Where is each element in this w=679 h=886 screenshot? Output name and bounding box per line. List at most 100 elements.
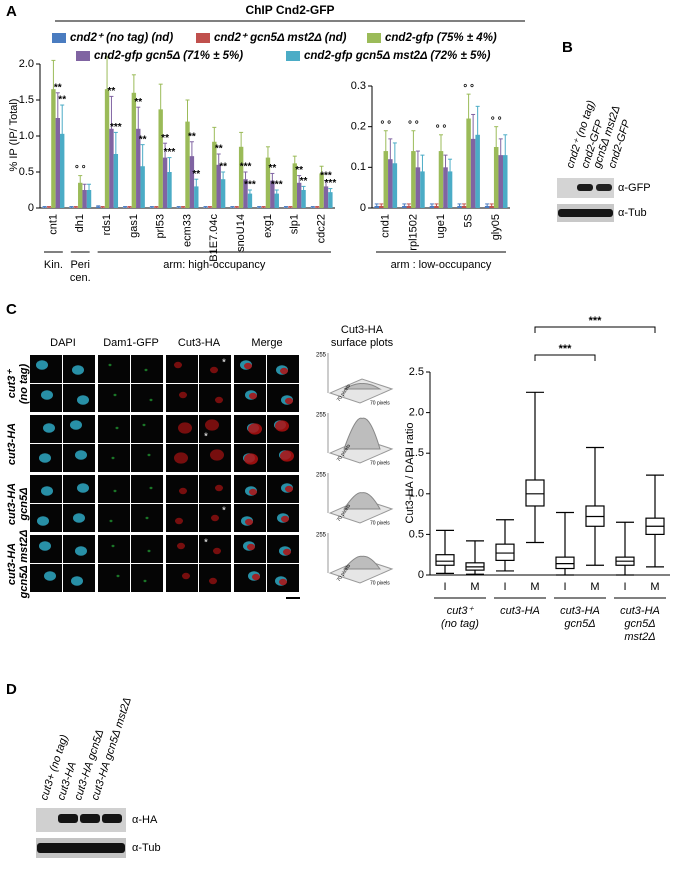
bar bbox=[466, 118, 471, 208]
cell-signal bbox=[111, 456, 115, 460]
cell-signal bbox=[43, 423, 55, 433]
y-tick-label: 1.0 bbox=[409, 488, 424, 500]
surface-max: 255 bbox=[316, 353, 327, 359]
significance: ° ° bbox=[463, 83, 474, 94]
micrograph bbox=[131, 415, 163, 443]
group-label: cut3-HA bbox=[560, 605, 600, 617]
group-label: Kin. bbox=[44, 259, 63, 271]
x-tick-label: M bbox=[470, 581, 479, 593]
bar bbox=[323, 186, 329, 208]
strain-label: cut3⁺ bbox=[6, 369, 18, 399]
y-tick-label: 2.0 bbox=[19, 58, 34, 70]
micrograph bbox=[30, 355, 62, 383]
cell-signal bbox=[247, 543, 255, 551]
y-tick-label: 0.5 bbox=[19, 166, 34, 178]
box bbox=[555, 556, 575, 570]
cell-signal bbox=[147, 549, 151, 553]
group-label: Peri bbox=[70, 259, 90, 271]
micrograph bbox=[131, 444, 163, 472]
band bbox=[58, 814, 78, 823]
cell-signal bbox=[244, 362, 252, 370]
bar bbox=[194, 186, 199, 208]
strain-label: gcn5Δ mst2Δ bbox=[18, 530, 30, 600]
x-tick-label: slp1 bbox=[289, 214, 301, 234]
bar bbox=[82, 190, 87, 208]
cell-signal bbox=[108, 363, 112, 367]
x-tick-label: B1E7.04c bbox=[208, 214, 220, 262]
significance: *** bbox=[244, 180, 256, 191]
bar bbox=[185, 121, 190, 208]
legend-label: cnd2-gfp gcn5Δ (71% ± 5%) bbox=[94, 50, 243, 62]
surface-axis-label: 70 pixels bbox=[370, 400, 390, 406]
box bbox=[435, 554, 455, 566]
cell-signal bbox=[248, 423, 262, 435]
x-tick-label: exg1 bbox=[262, 214, 274, 238]
significance: *** bbox=[320, 170, 332, 181]
cell-signal bbox=[177, 542, 185, 550]
bar bbox=[274, 193, 279, 208]
panel-label: C bbox=[6, 301, 17, 318]
y-tick-label: 2.0 bbox=[409, 407, 424, 419]
surface-peak bbox=[343, 417, 381, 450]
legend-swatch bbox=[52, 33, 66, 43]
bar bbox=[319, 173, 324, 208]
asterisk-marker: * bbox=[222, 358, 226, 369]
panel-label: B bbox=[562, 39, 573, 56]
cell-signal bbox=[174, 361, 182, 369]
cell-signal bbox=[175, 517, 183, 525]
x-tick-label: M bbox=[590, 581, 599, 593]
cell-signal bbox=[149, 486, 153, 490]
surface-max: 255 bbox=[316, 533, 327, 539]
cell-signal bbox=[116, 574, 120, 578]
cell-signal bbox=[75, 546, 87, 556]
surface-base bbox=[328, 378, 394, 404]
bar bbox=[447, 171, 453, 208]
cell-signal bbox=[143, 579, 147, 583]
x-tick-label: rpl1502 bbox=[407, 214, 419, 251]
y-tick-label: 0.3 bbox=[351, 80, 366, 92]
significance: ** bbox=[268, 163, 276, 174]
cell-signal bbox=[210, 366, 218, 374]
group-label: (no tag) bbox=[441, 618, 479, 630]
bar bbox=[212, 141, 217, 208]
bar bbox=[216, 164, 221, 208]
x-tick-label: I bbox=[563, 581, 566, 593]
box bbox=[525, 479, 545, 507]
cell-signal bbox=[113, 393, 117, 397]
bar bbox=[109, 128, 114, 208]
x-tick-label: M bbox=[530, 581, 539, 593]
legend-swatch bbox=[286, 51, 300, 61]
x-tick-label: M bbox=[650, 581, 659, 593]
x-tick-label: ecm33 bbox=[181, 214, 193, 247]
y-axis-label: % IP (IP/ Total) bbox=[8, 99, 20, 172]
significance: *** bbox=[559, 343, 573, 355]
group-label: arm: high-occupancy bbox=[163, 259, 266, 271]
cell-signal bbox=[72, 365, 84, 375]
legend-swatch bbox=[196, 33, 210, 43]
x-tick-label: dh1 bbox=[74, 214, 86, 232]
significance: *** bbox=[325, 178, 337, 189]
bracket bbox=[534, 326, 656, 333]
cell-signal bbox=[209, 577, 217, 585]
group-label: cut3⁺ bbox=[447, 605, 475, 617]
band bbox=[80, 814, 100, 823]
cell-signal bbox=[213, 547, 221, 555]
legend-swatch bbox=[76, 51, 90, 61]
bar bbox=[328, 192, 333, 208]
surface-axis-label: 70 pixels bbox=[370, 520, 390, 526]
cell-signal bbox=[39, 453, 51, 463]
asterisk-marker: * bbox=[222, 506, 226, 517]
cell-signal bbox=[179, 487, 187, 495]
column-label: Cut3-HA bbox=[341, 324, 384, 336]
x-tick-label: I bbox=[623, 581, 626, 593]
cell-signal bbox=[249, 488, 257, 496]
bar bbox=[104, 89, 110, 208]
micrograph bbox=[166, 504, 198, 532]
bar bbox=[392, 163, 398, 208]
micrograph bbox=[166, 355, 198, 383]
x-tick-label: cnd1 bbox=[380, 214, 392, 238]
cell-signal bbox=[215, 396, 223, 404]
cell-signal bbox=[75, 450, 87, 460]
bar bbox=[292, 163, 297, 208]
micrograph bbox=[131, 535, 163, 563]
